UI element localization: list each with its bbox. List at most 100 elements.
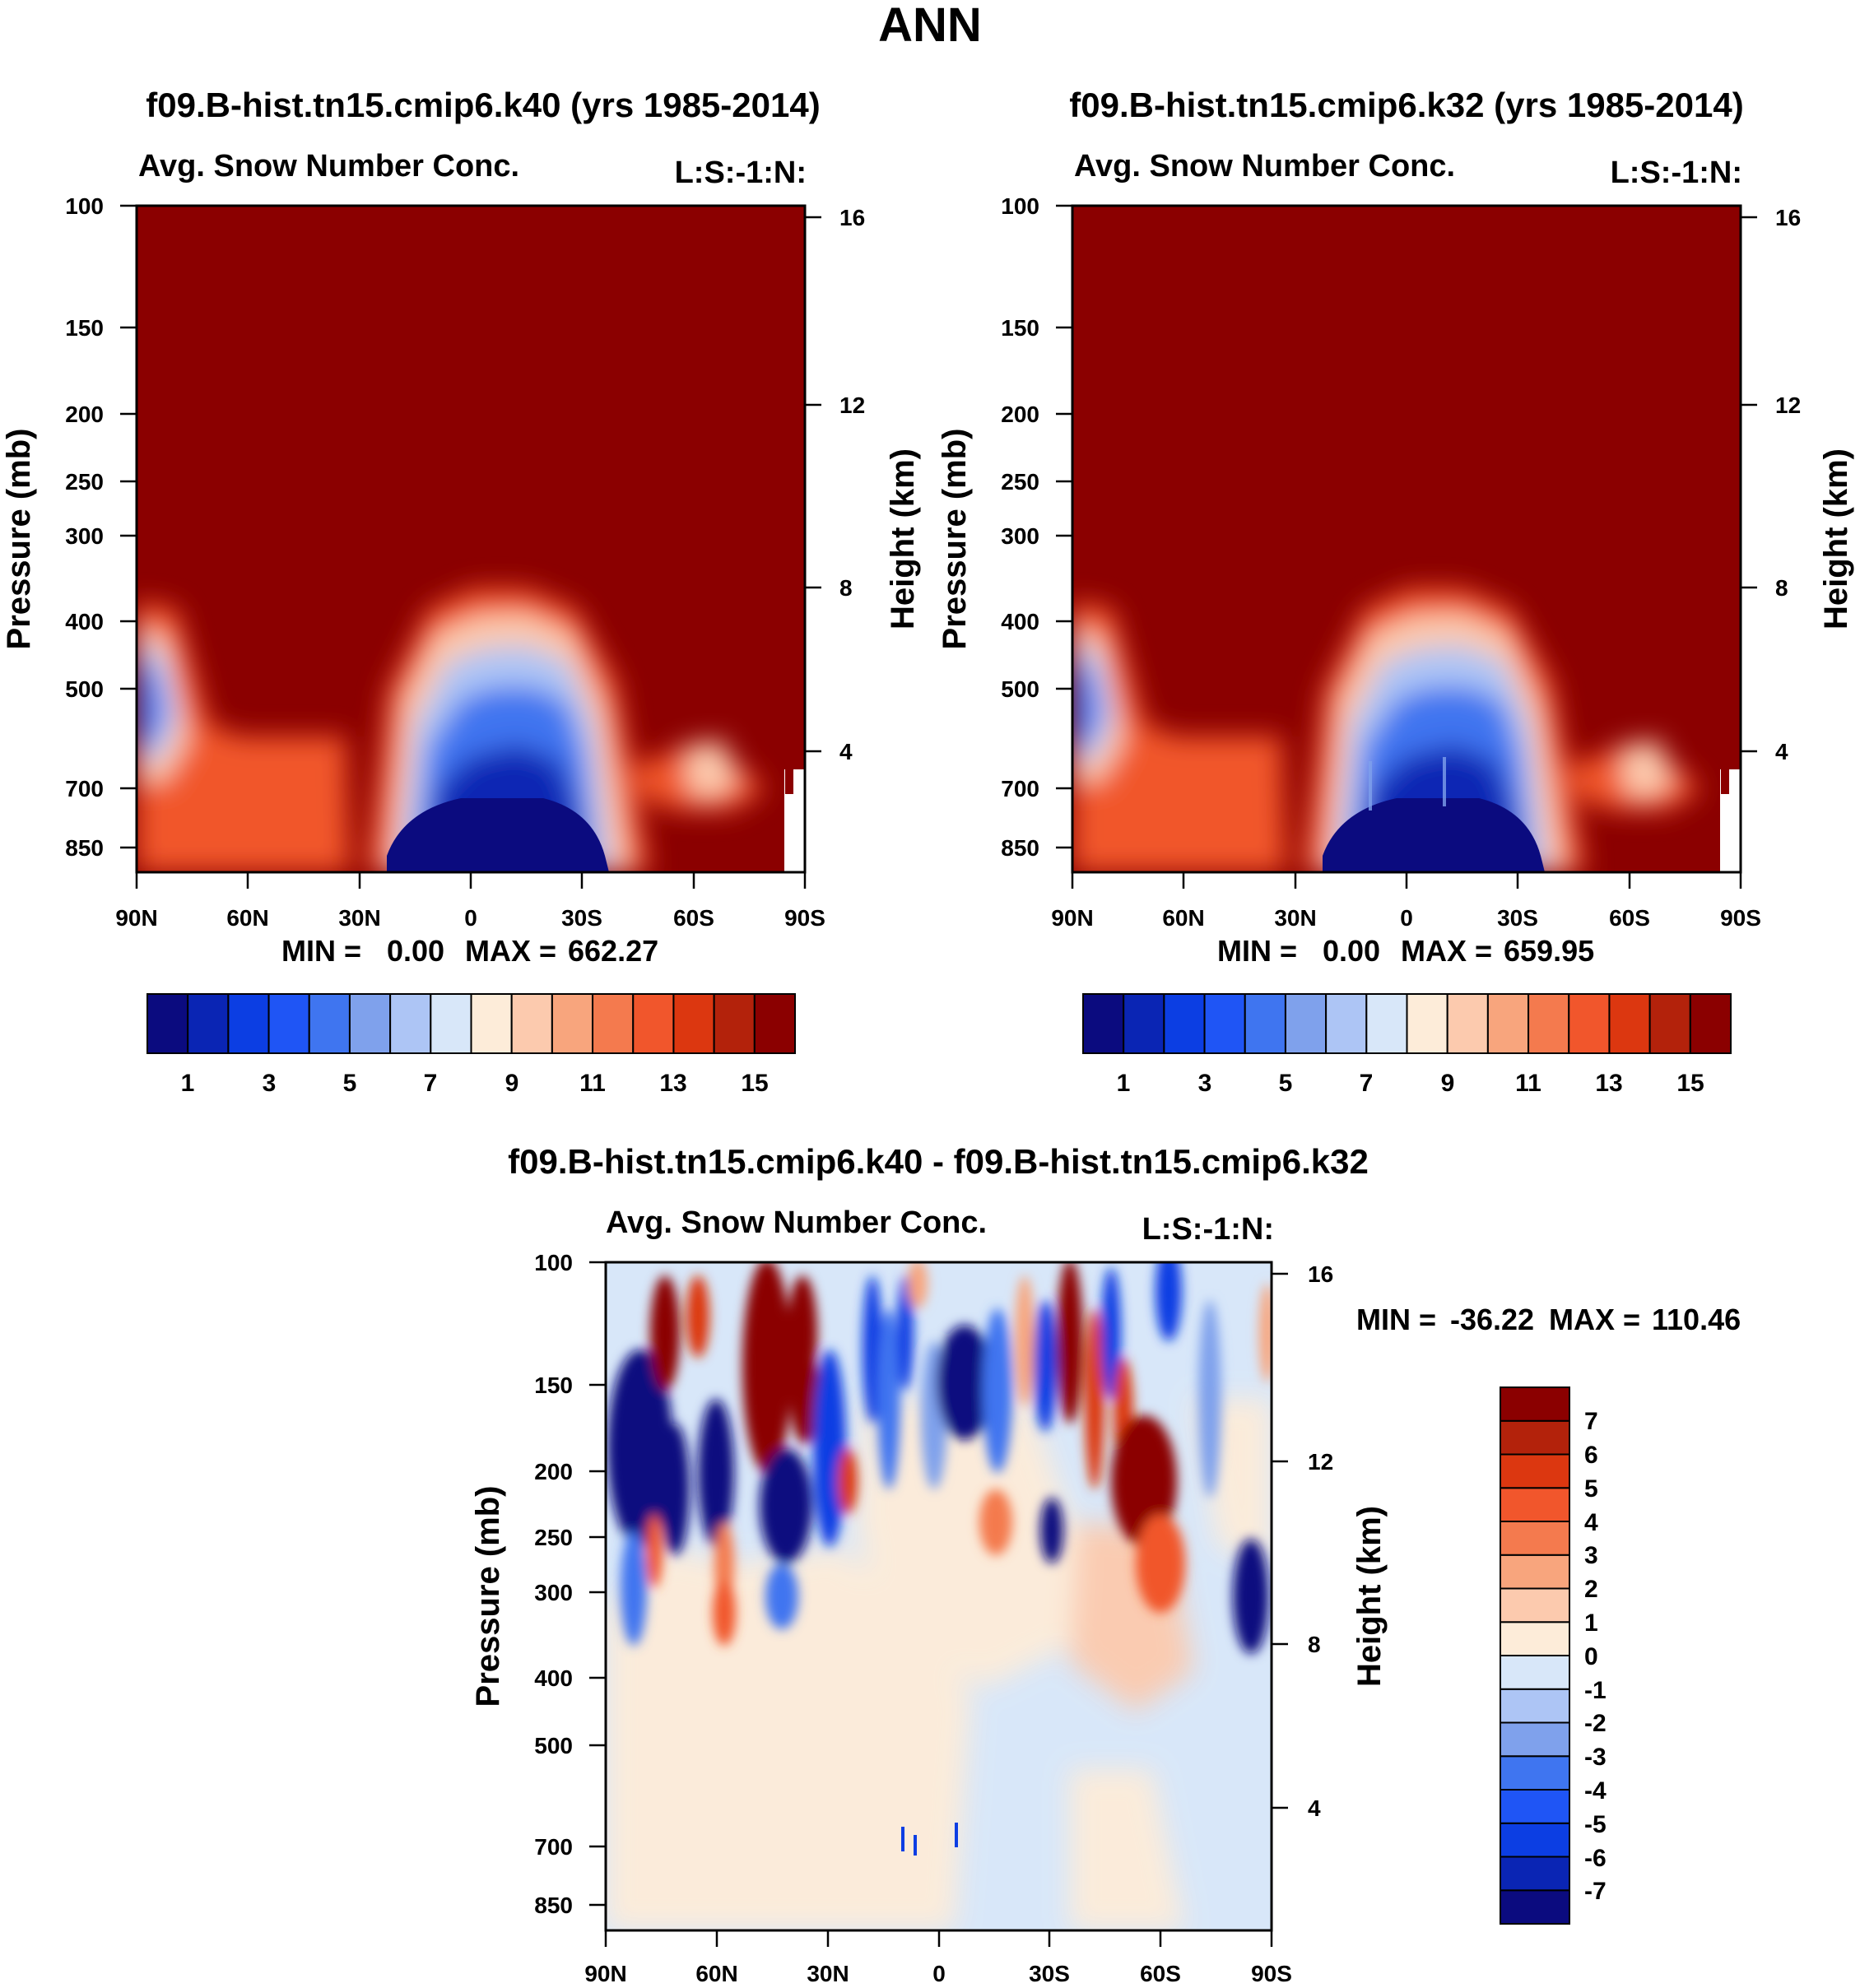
x-tick-label: 0 xyxy=(932,1961,946,1986)
colorbar-box xyxy=(1500,1856,1570,1892)
colorbar-label: -1 xyxy=(1584,1677,1607,1704)
colorbar-box xyxy=(510,993,553,1054)
colorbar-box xyxy=(1123,993,1165,1054)
x-axis: 90N 60N 30N 0 30S 60S 90S xyxy=(584,1930,1292,1986)
colorbar-label: 15 xyxy=(741,1070,768,1097)
y2-tick-label: 4 xyxy=(1308,1795,1321,1821)
colorbar-box xyxy=(1500,1655,1570,1690)
colorbar-box xyxy=(308,993,351,1054)
colorbar-box xyxy=(187,993,230,1054)
panel-difference: f09.B-hist.tn15.cmip6.k40 - f09.B-hist.t… xyxy=(470,1142,1741,1986)
x-tick-label: 90S xyxy=(784,905,825,931)
page-title: ANN xyxy=(878,0,982,52)
colorbar-box xyxy=(1500,1419,1570,1456)
colorbar-box xyxy=(672,993,715,1054)
y-axis: 100 150 200 250 300 400 500 700 850 Pres… xyxy=(470,1250,606,1918)
min-label: MIN = xyxy=(1356,1303,1436,1336)
colorbar-box xyxy=(1163,993,1206,1054)
y-tick-label: 100 xyxy=(534,1250,573,1275)
colorbar-box xyxy=(1500,1889,1570,1925)
colorbar-label: 15 xyxy=(1676,1070,1704,1097)
colorbar-box xyxy=(389,993,432,1054)
stats-line: MIN = -36.22 MAX = 110.46 xyxy=(1356,1303,1741,1336)
y2-axis: 16 12 8 4 Height (km) xyxy=(805,205,921,764)
y-tick-label: 850 xyxy=(534,1893,573,1918)
colorbar-label: 13 xyxy=(659,1070,686,1097)
colorbar-label: 3 xyxy=(263,1070,277,1097)
colorbar-box xyxy=(632,993,675,1054)
contour-field xyxy=(606,1262,1272,1930)
colorbar-box xyxy=(1082,993,1125,1054)
colorbar-box xyxy=(1486,993,1530,1054)
colorbar-box xyxy=(1500,1822,1570,1858)
colorbar-label: 5 xyxy=(1584,1475,1598,1503)
x-tick-label: 30S xyxy=(1029,1961,1070,1986)
colorbar-box xyxy=(1608,993,1651,1054)
colorbar-box xyxy=(1500,1688,1570,1724)
colorbar-box xyxy=(1284,993,1328,1054)
min-label: MIN = xyxy=(281,934,361,968)
min-value: 0.00 xyxy=(1323,934,1380,968)
max-value: 662.27 xyxy=(568,934,658,968)
min-value: -36.22 xyxy=(1450,1303,1534,1336)
y2-tick-label: 12 xyxy=(839,392,865,418)
y-tick-label: 250 xyxy=(534,1525,573,1550)
variable-label: Avg. Snow Number Conc. xyxy=(1074,149,1455,183)
x-tick-label: 60S xyxy=(673,905,714,931)
y2-tick-label: 12 xyxy=(1308,1449,1333,1475)
y-tick-label: 150 xyxy=(65,315,104,341)
min-value: 0.00 xyxy=(387,934,444,968)
colorbar-box xyxy=(1500,1521,1570,1556)
colorbar-box xyxy=(1500,1386,1570,1422)
x-tick-label: 30S xyxy=(1497,905,1538,931)
colorbar-box xyxy=(1325,993,1368,1054)
colorbar-label: 7 xyxy=(1584,1408,1598,1435)
x-tick-label: 0 xyxy=(464,905,477,931)
units-label: L:S:-1:N: xyxy=(675,156,807,190)
colorbar-box xyxy=(1528,993,1570,1054)
colorbar-label: 4 xyxy=(1584,1509,1598,1536)
min-label: MIN = xyxy=(1217,934,1297,968)
max-label: MAX = xyxy=(1549,1303,1640,1336)
x-tick-label: 60S xyxy=(1140,1961,1181,1986)
y2-axis-label: Height (km) xyxy=(1818,448,1854,629)
panel-k40: f09.B-hist.tn15.cmip6.k40 (yrs 1985-2014… xyxy=(1,86,921,1097)
colorbar-label: 3 xyxy=(1584,1542,1598,1569)
y-tick-label: 400 xyxy=(1001,609,1039,634)
y-axis-label: Pressure (mb) xyxy=(937,429,973,650)
y2-tick-label: 8 xyxy=(1308,1632,1321,1657)
colorbar: 7 6 5 4 3 2 1 0 -1 -2 -3 -4 -5 -6 -7 xyxy=(1500,1386,1607,1925)
y-tick-label: 250 xyxy=(65,469,104,495)
colorbar-label: 6 xyxy=(1584,1442,1598,1469)
x-axis: 90N 60N 30N 0 30S 60S 90S xyxy=(1051,872,1761,931)
y2-tick-label: 16 xyxy=(1775,205,1801,230)
contour-field xyxy=(137,206,805,872)
y-tick-label: 700 xyxy=(534,1834,573,1860)
colorbar-box xyxy=(1500,1755,1570,1791)
colorbar-box xyxy=(1500,1721,1570,1758)
max-label: MAX = xyxy=(465,934,556,968)
variable-label: Avg. Snow Number Conc. xyxy=(606,1205,987,1240)
x-tick-label: 0 xyxy=(1400,905,1413,931)
panel-title: f09.B-hist.tn15.cmip6.k40 (yrs 1985-2014… xyxy=(146,86,820,124)
y-tick-label: 300 xyxy=(1001,523,1039,549)
y-tick-label: 100 xyxy=(65,193,104,219)
x-tick-label: 60N xyxy=(1162,905,1204,931)
colorbar-label: 7 xyxy=(424,1070,438,1097)
y-tick-label: 150 xyxy=(534,1373,573,1398)
x-tick-label: 90N xyxy=(584,1961,626,1986)
colorbar-box xyxy=(1689,993,1732,1054)
colorbar: 1 3 5 7 9 11 13 15 xyxy=(1082,993,1732,1097)
y2-axis: 16 12 8 4 Height (km) xyxy=(1741,205,1854,764)
stats-line: MIN = 0.00 MAX = 659.95 xyxy=(1217,934,1594,968)
x-tick-label: 30S xyxy=(561,905,602,931)
colorbar-box xyxy=(551,993,594,1054)
y-tick-label: 300 xyxy=(534,1580,573,1605)
y-tick-label: 400 xyxy=(65,609,104,634)
y2-axis-label: Height (km) xyxy=(1351,1506,1388,1687)
y-tick-label: 100 xyxy=(1001,193,1039,219)
y-tick-label: 400 xyxy=(534,1665,573,1691)
y2-tick-label: 16 xyxy=(1308,1261,1333,1287)
colorbar-box xyxy=(1365,993,1408,1054)
colorbar-label: 1 xyxy=(1584,1609,1598,1637)
